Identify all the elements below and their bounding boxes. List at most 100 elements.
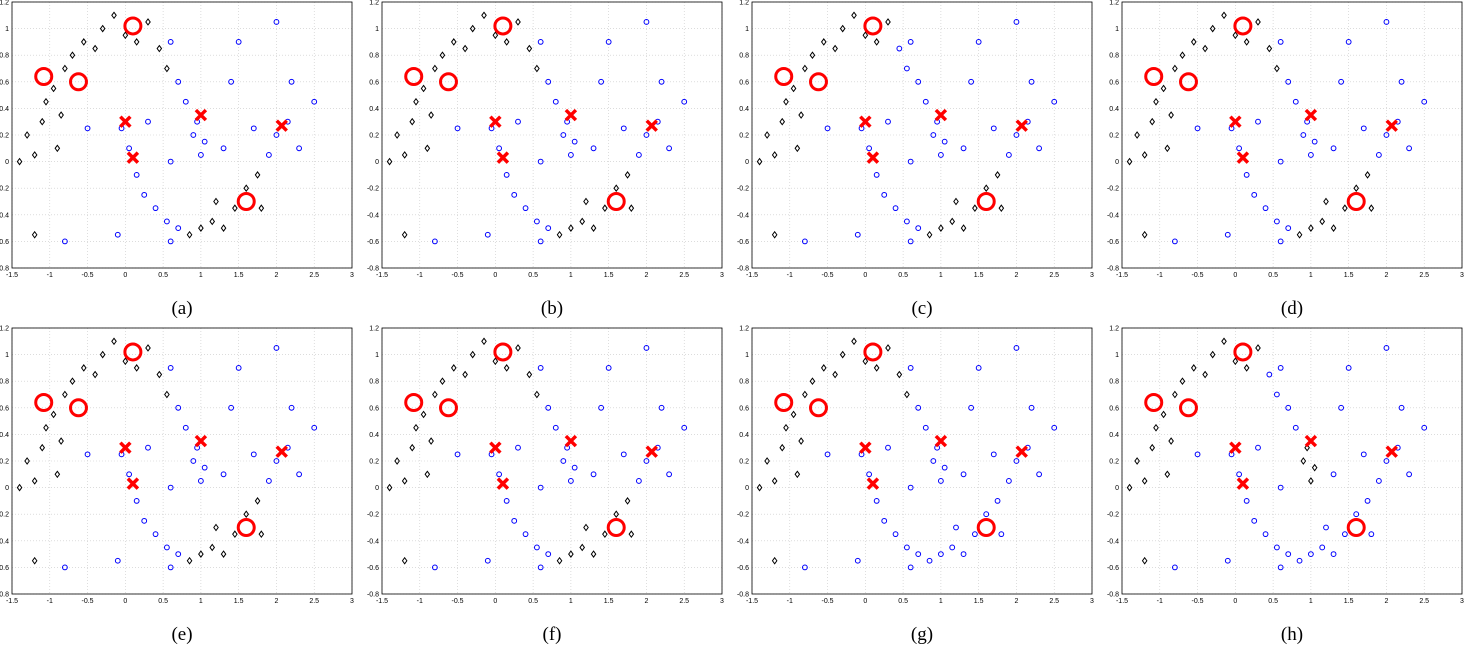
diamond-point <box>99 350 106 359</box>
x-tick-label: 1.5 <box>604 272 614 279</box>
diamond-point <box>1308 477 1314 485</box>
y-tick-label: 0.6 <box>0 79 9 86</box>
x-tick-label: 3 <box>1090 272 1094 279</box>
y-tick-label: -0.8 <box>367 266 379 273</box>
diamond-point <box>798 437 804 445</box>
diamond-point <box>926 230 933 239</box>
circle-point <box>296 471 303 478</box>
circle-point <box>273 458 280 464</box>
center-cross <box>859 441 872 454</box>
x-tick-label: -1 <box>787 598 793 605</box>
y-tick-label: 1 <box>5 352 9 359</box>
x-tick-label: 3 <box>1460 598 1464 605</box>
diamond-point <box>820 364 827 372</box>
circle-point <box>496 145 503 152</box>
circle-point <box>190 458 197 464</box>
diamond-point <box>1296 230 1303 239</box>
diamond-point <box>756 157 763 166</box>
circle-point <box>598 78 605 85</box>
y-tick-label: -0.4 <box>367 538 379 545</box>
diamond-point <box>1134 457 1140 465</box>
x-tick-label: 3 <box>350 598 354 605</box>
x-tick-label: 1.5 <box>234 272 244 279</box>
y-tick-label: -0.6 <box>0 565 9 572</box>
y-tick-label: 1.2 <box>739 326 749 333</box>
diamond-point <box>43 423 49 432</box>
diamond-point <box>401 230 408 239</box>
center-cross <box>934 434 948 448</box>
x-tick-label: 2.5 <box>1419 598 1429 605</box>
diamond-point <box>983 184 990 193</box>
circle-point <box>545 404 552 411</box>
labeled-ring <box>774 66 794 86</box>
y-tick-label: -0.8 <box>0 592 9 599</box>
y-tick-label: 0.8 <box>739 379 749 386</box>
x-tick-label: 2 <box>1384 598 1388 605</box>
center-cross <box>1015 119 1028 132</box>
circle-point <box>288 404 295 411</box>
circle-point <box>1421 424 1428 431</box>
circle-point <box>567 478 574 484</box>
diamond-point <box>1232 357 1239 366</box>
subplot: -1.5 -1 -0.5 0 0.5 1 1.5 2 2.5 3 -0.8 -0.6 -0.4 -0.2 0… <box>1107 326 1464 646</box>
circle-point <box>552 424 559 431</box>
circle-point <box>1360 451 1367 458</box>
center-cross <box>126 477 140 490</box>
diamond-point <box>851 337 857 346</box>
x-tick-label: 1 <box>199 272 203 279</box>
circle-point <box>975 39 982 45</box>
circle-point <box>1236 471 1243 478</box>
labeled-ring <box>1144 392 1164 412</box>
diamond-point <box>764 131 770 139</box>
labeled-ring <box>68 398 88 418</box>
circle-point <box>515 118 521 125</box>
axes-box <box>1121 327 1463 595</box>
labeled-ring <box>863 16 883 36</box>
plot-area <box>382 2 722 268</box>
diamond-point <box>254 497 261 505</box>
y-tick-label: -0.2 <box>367 186 379 193</box>
diamond-point <box>556 230 563 239</box>
labeled-ring <box>976 192 996 211</box>
circle-point <box>484 557 491 564</box>
diamond-point <box>1141 477 1148 485</box>
diamond-point <box>145 18 151 26</box>
diamond-point <box>579 217 586 226</box>
y-tick-label: 1.2 <box>369 0 379 7</box>
diamond-point <box>783 423 789 432</box>
diamond-point <box>258 204 265 212</box>
diamond-point <box>1209 350 1216 359</box>
circle-point <box>854 231 861 238</box>
diamond-point <box>1160 410 1167 419</box>
diamond-point <box>1300 457 1307 465</box>
y-tick-label: 0.2 <box>1109 459 1119 466</box>
caption: (e) <box>171 624 192 645</box>
y-tick-label: -0.2 <box>1107 512 1119 519</box>
caption: (b) <box>541 298 563 319</box>
diamond-point <box>133 38 140 46</box>
y-tick-label: 0.4 <box>739 106 749 113</box>
y-tick-label: 0.6 <box>739 405 749 412</box>
circle-point <box>545 78 552 85</box>
diamond-point <box>590 224 597 232</box>
circle-point <box>1311 138 1318 145</box>
diamond-point <box>764 457 770 465</box>
x-tick-label: 0 <box>493 272 497 279</box>
diamond-point <box>1202 44 1208 53</box>
x-tick-label: 2.5 <box>1049 598 1059 605</box>
labeled-ring <box>863 342 883 362</box>
center-cross <box>1236 151 1250 164</box>
diamond-point <box>209 543 216 552</box>
circle-point <box>1013 345 1020 351</box>
circle-point <box>1277 238 1284 245</box>
diamond-point <box>515 18 521 26</box>
circle-point <box>84 125 91 132</box>
y-tick-label: 0.8 <box>0 53 9 60</box>
circle-point <box>167 564 174 571</box>
x-tick-label: 0 <box>123 272 127 279</box>
circle-point <box>605 365 612 371</box>
axes-box <box>1121 1 1463 269</box>
circle-point <box>182 424 189 431</box>
y-tick-label: 1 <box>375 352 379 359</box>
circle-point <box>1383 345 1390 351</box>
